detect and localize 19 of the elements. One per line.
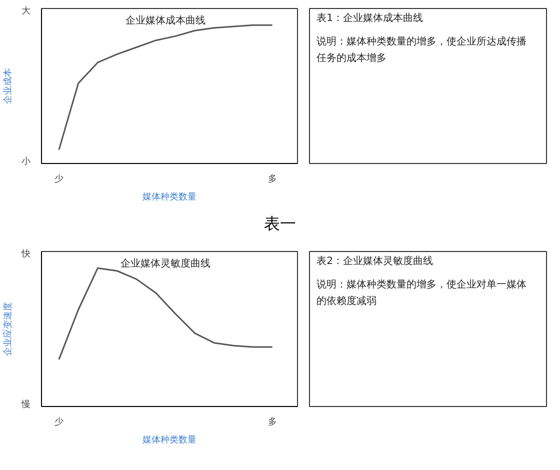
text: 表一 [264,214,296,235]
text: 少 [54,416,64,428]
y-axis-title: 企业成本 [2,68,14,104]
text: 小 [22,156,30,168]
chart-title: 企业媒体成本曲线 [126,14,206,26]
text: 少 [54,174,64,184]
text: 表2：企业媒体灵敏度曲线 [316,255,433,268]
chart-title: 企业媒体灵敏度曲线 [120,258,211,270]
x-axis-title: 媒体种类数量 [142,434,196,446]
text: 快 [20,248,30,260]
text: 说明：媒体种类数量的增多，使企业对单一媒体的依赖度减弱 [316,278,527,307]
text: 说明：媒体种类数量的增多，使企业所达成传播任务的成本增多 [316,35,527,64]
x-axis-title: 媒体种类数量 [142,192,196,202]
text: 表1：企业媒体成本曲线 [316,12,423,24]
text: 多 [268,174,277,184]
y-axis-title: 企业应变速度 [2,302,14,356]
text: 多 [268,416,277,428]
text: 大 [22,5,30,16]
text: 慢 [20,399,30,410]
